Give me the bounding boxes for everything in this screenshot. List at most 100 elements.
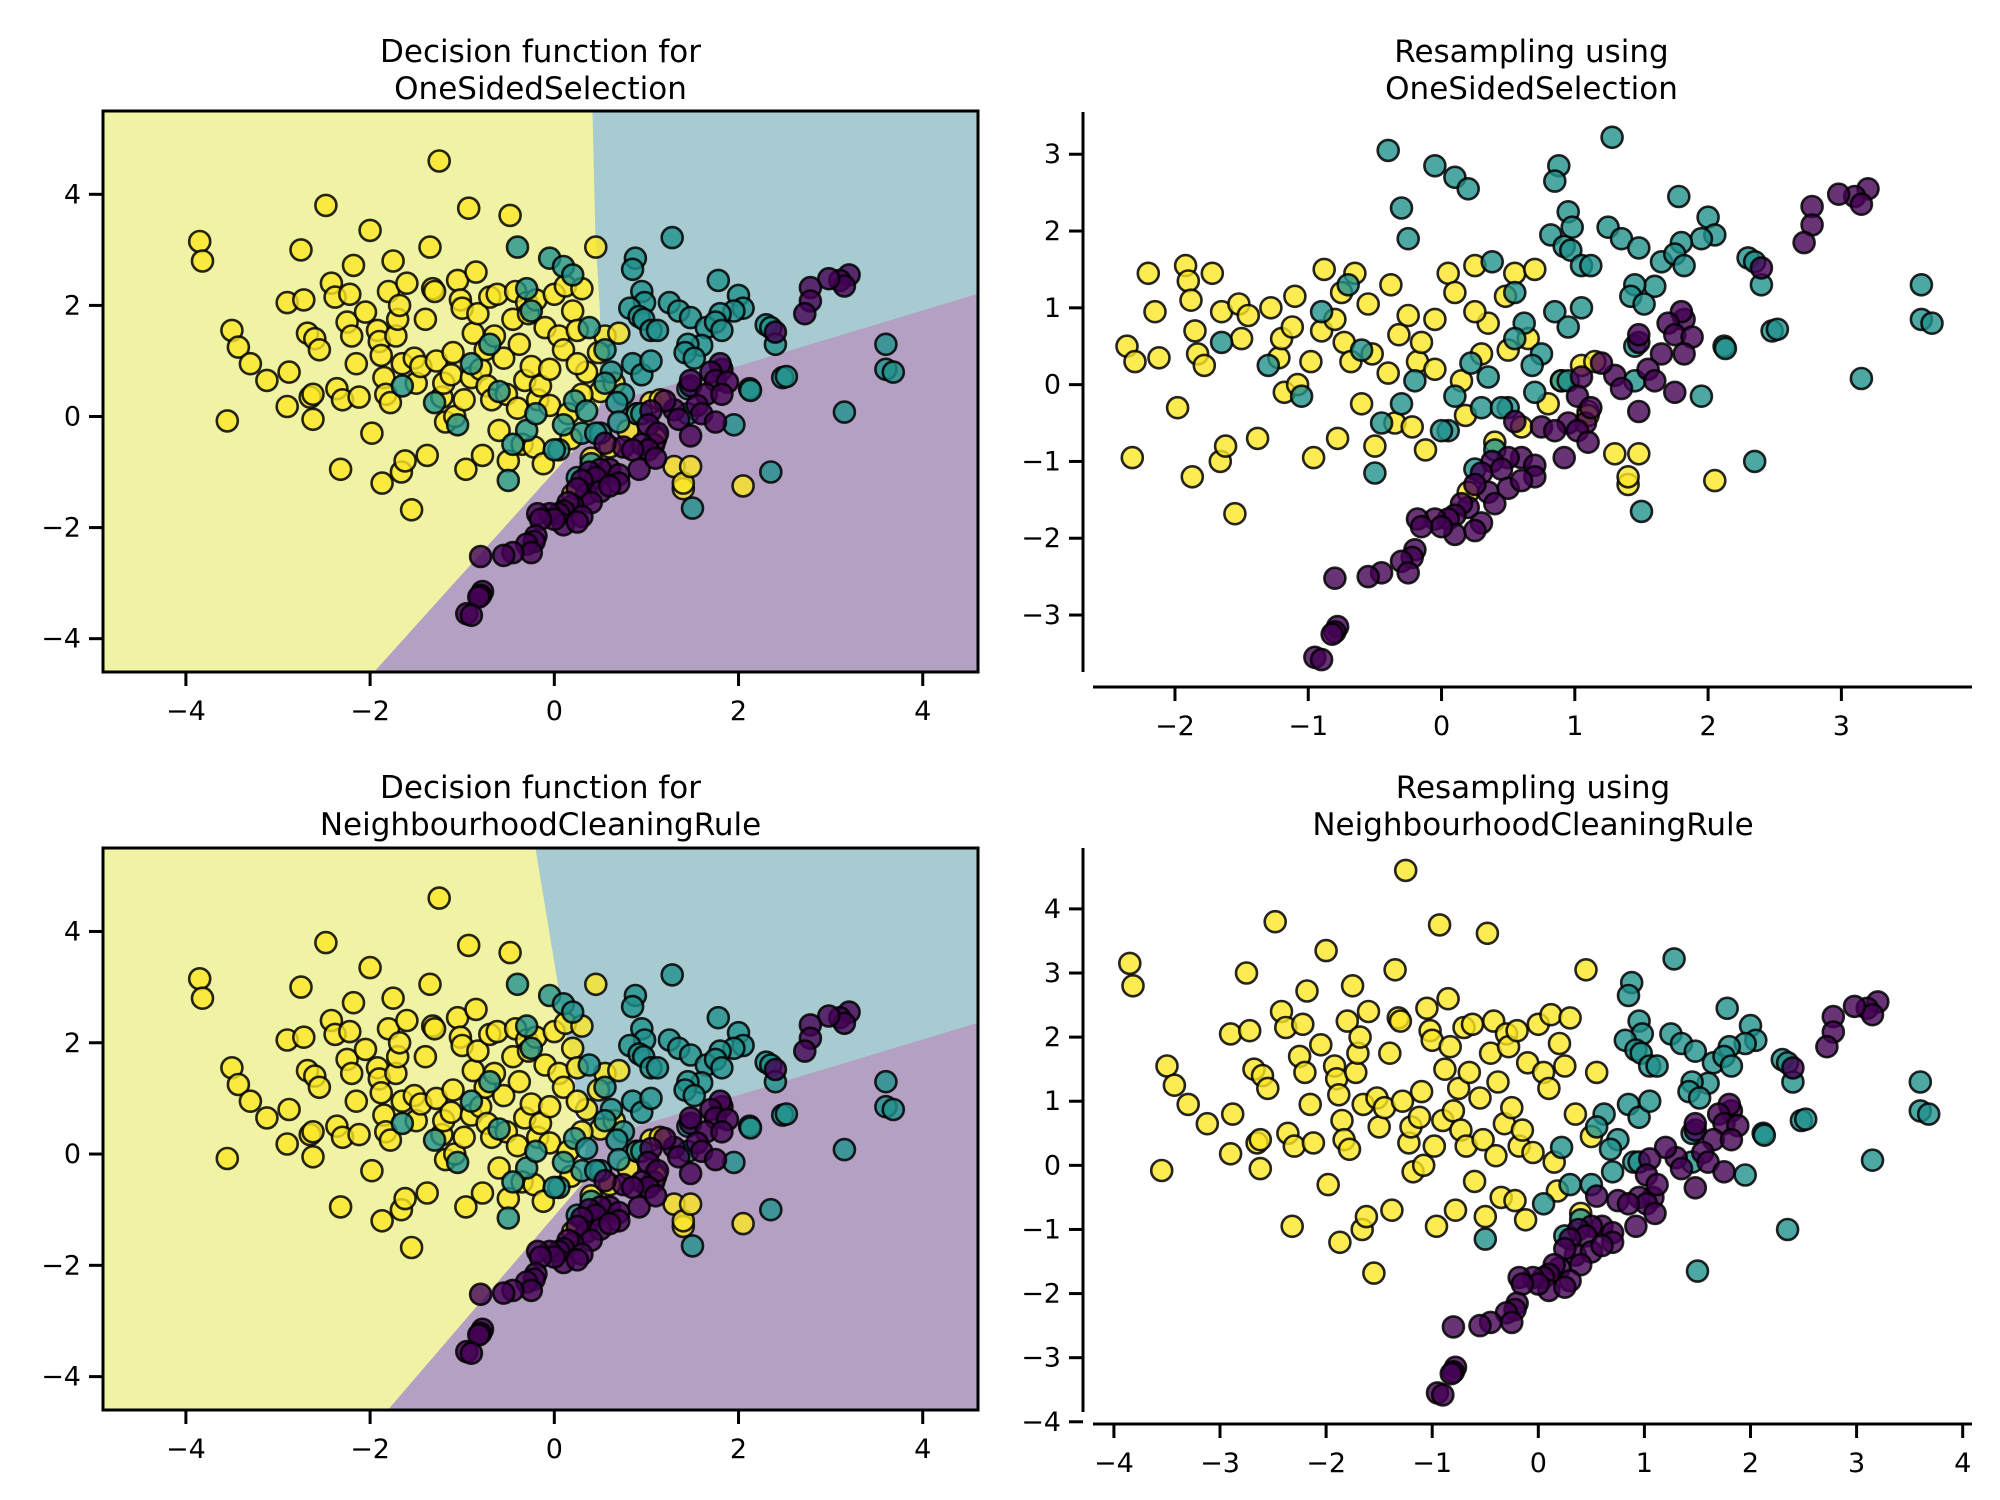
y-tick-label: 2 xyxy=(64,1028,81,1059)
axes-frame xyxy=(101,109,980,674)
data-point-class-2 xyxy=(439,1100,464,1125)
data-point-class-2 xyxy=(1335,1009,1360,1033)
data-point-class-1 xyxy=(459,1089,484,1113)
y-tick-label: 0 xyxy=(64,401,81,432)
data-point-class-0 xyxy=(703,410,728,434)
data-point-class-2 xyxy=(441,340,465,365)
data-point-class-2 xyxy=(1376,361,1400,385)
data-point-class-2 xyxy=(418,972,442,997)
data-point-class-1 xyxy=(645,318,670,343)
y-tick-label: 2 xyxy=(1044,216,1061,247)
data-point-class-2 xyxy=(415,1181,440,1205)
data-point-class-1 xyxy=(606,410,631,434)
data-point-class-0 xyxy=(1609,376,1634,401)
x-tick-label: 0 xyxy=(1433,711,1450,742)
y-tick-label: 3 xyxy=(1044,958,1061,989)
x-tick-label: 0 xyxy=(546,1434,563,1465)
data-point-class-2 xyxy=(1218,1142,1243,1166)
data-point-class-1 xyxy=(560,1000,585,1024)
data-point-class-1 xyxy=(1476,365,1500,389)
data-point-class-2 xyxy=(328,1195,353,1219)
data-point-class-2 xyxy=(537,357,562,382)
data-point-class-1 xyxy=(620,257,645,282)
data-point-class-2 xyxy=(1427,913,1452,937)
data-point-class-2 xyxy=(1356,292,1380,316)
data-point-class-2 xyxy=(491,346,516,371)
data-point-class-1 xyxy=(1637,1089,1662,1113)
data-point-class-1 xyxy=(680,1234,705,1258)
data-point-class-2 xyxy=(1574,957,1598,982)
data-point-class-0 xyxy=(620,437,645,462)
data-point-class-1 xyxy=(1909,272,1934,297)
data-point-class-1 xyxy=(874,1069,898,1094)
data-point-class-2 xyxy=(1380,1198,1404,1222)
data-point-class-2 xyxy=(1183,319,1207,343)
data-point-class-2 xyxy=(275,394,300,419)
data-point-class-2 xyxy=(1309,1033,1333,1057)
data-point-class-2 xyxy=(301,1120,325,1144)
data-point-class-2 xyxy=(1627,441,1651,466)
data-point-class-2 xyxy=(393,449,417,473)
data-point-class-2 xyxy=(1379,272,1403,297)
data-point-class-1 xyxy=(1689,226,1714,251)
data-point-class-2 xyxy=(415,443,440,468)
data-point-class-2 xyxy=(370,1209,394,1233)
data-point-class-2 xyxy=(1218,1022,1243,1046)
data-point-class-2 xyxy=(347,385,371,409)
data-point-class-2 xyxy=(291,1025,316,1049)
data-point-class-1 xyxy=(1742,449,1767,474)
data-point-class-2 xyxy=(470,443,495,468)
data-point-class-0 xyxy=(1409,514,1434,539)
data-point-class-1 xyxy=(1560,215,1584,239)
data-point-class-2 xyxy=(456,196,481,220)
data-point-class-0 xyxy=(1320,622,1344,647)
data-point-class-2 xyxy=(1423,307,1447,332)
data-point-class-2 xyxy=(1195,1111,1220,1136)
data-point-class-2 xyxy=(678,1192,703,1216)
data-point-class-2 xyxy=(187,966,212,991)
data-point-class-1 xyxy=(738,1116,763,1140)
data-point-class-2 xyxy=(314,930,338,955)
data-point-class-1 xyxy=(758,1197,783,1222)
data-point-class-0 xyxy=(792,301,817,326)
x-tick-label: 3 xyxy=(1833,711,1850,742)
data-point-class-1 xyxy=(1683,1039,1708,1063)
x-tick-label: 1 xyxy=(1636,1448,1653,1479)
data-point-class-2 xyxy=(1415,996,1439,1021)
data-point-class-2 xyxy=(395,271,419,296)
x-tick-label: −2 xyxy=(1155,711,1195,742)
data-point-class-2 xyxy=(1220,1102,1245,1126)
data-point-class-0 xyxy=(468,544,493,569)
data-point-class-2 xyxy=(427,149,452,173)
data-point-class-2 xyxy=(491,1083,516,1108)
y-tick-label: −4 xyxy=(1021,1407,1061,1438)
data-point-class-2 xyxy=(1409,330,1434,355)
data-point-class-1 xyxy=(1543,169,1567,193)
data-point-class-2 xyxy=(1179,288,1203,313)
data-point-class-2 xyxy=(255,368,279,393)
data-point-class-2 xyxy=(1446,1076,1471,1101)
x-tick-label: 4 xyxy=(914,1434,931,1465)
data-point-class-0 xyxy=(1815,1034,1839,1059)
data-point-class-1 xyxy=(1632,292,1656,316)
data-point-class-2 xyxy=(466,301,490,326)
data-point-class-1 xyxy=(1403,368,1427,393)
data-point-class-1 xyxy=(501,1170,525,1194)
y-tick-label: 2 xyxy=(64,290,81,321)
data-point-class-2 xyxy=(1367,1115,1391,1139)
data-point-class-2 xyxy=(307,1075,332,1100)
data-point-class-1 xyxy=(1579,253,1603,278)
data-point-class-1 xyxy=(1849,366,1874,391)
data-point-class-2 xyxy=(487,418,511,443)
data-point-class-0 xyxy=(1669,1156,1694,1181)
data-point-class-2 xyxy=(358,218,382,243)
data-point-class-1 xyxy=(445,412,470,437)
data-point-class-2 xyxy=(399,1235,424,1260)
data-point-class-1 xyxy=(645,1056,670,1080)
data-point-class-0 xyxy=(1616,1192,1641,1216)
data-point-class-1 xyxy=(1256,353,1281,378)
y-tick-label: −3 xyxy=(1021,600,1061,631)
data-point-class-2 xyxy=(565,1089,590,1113)
data-point-class-1 xyxy=(1429,418,1454,443)
